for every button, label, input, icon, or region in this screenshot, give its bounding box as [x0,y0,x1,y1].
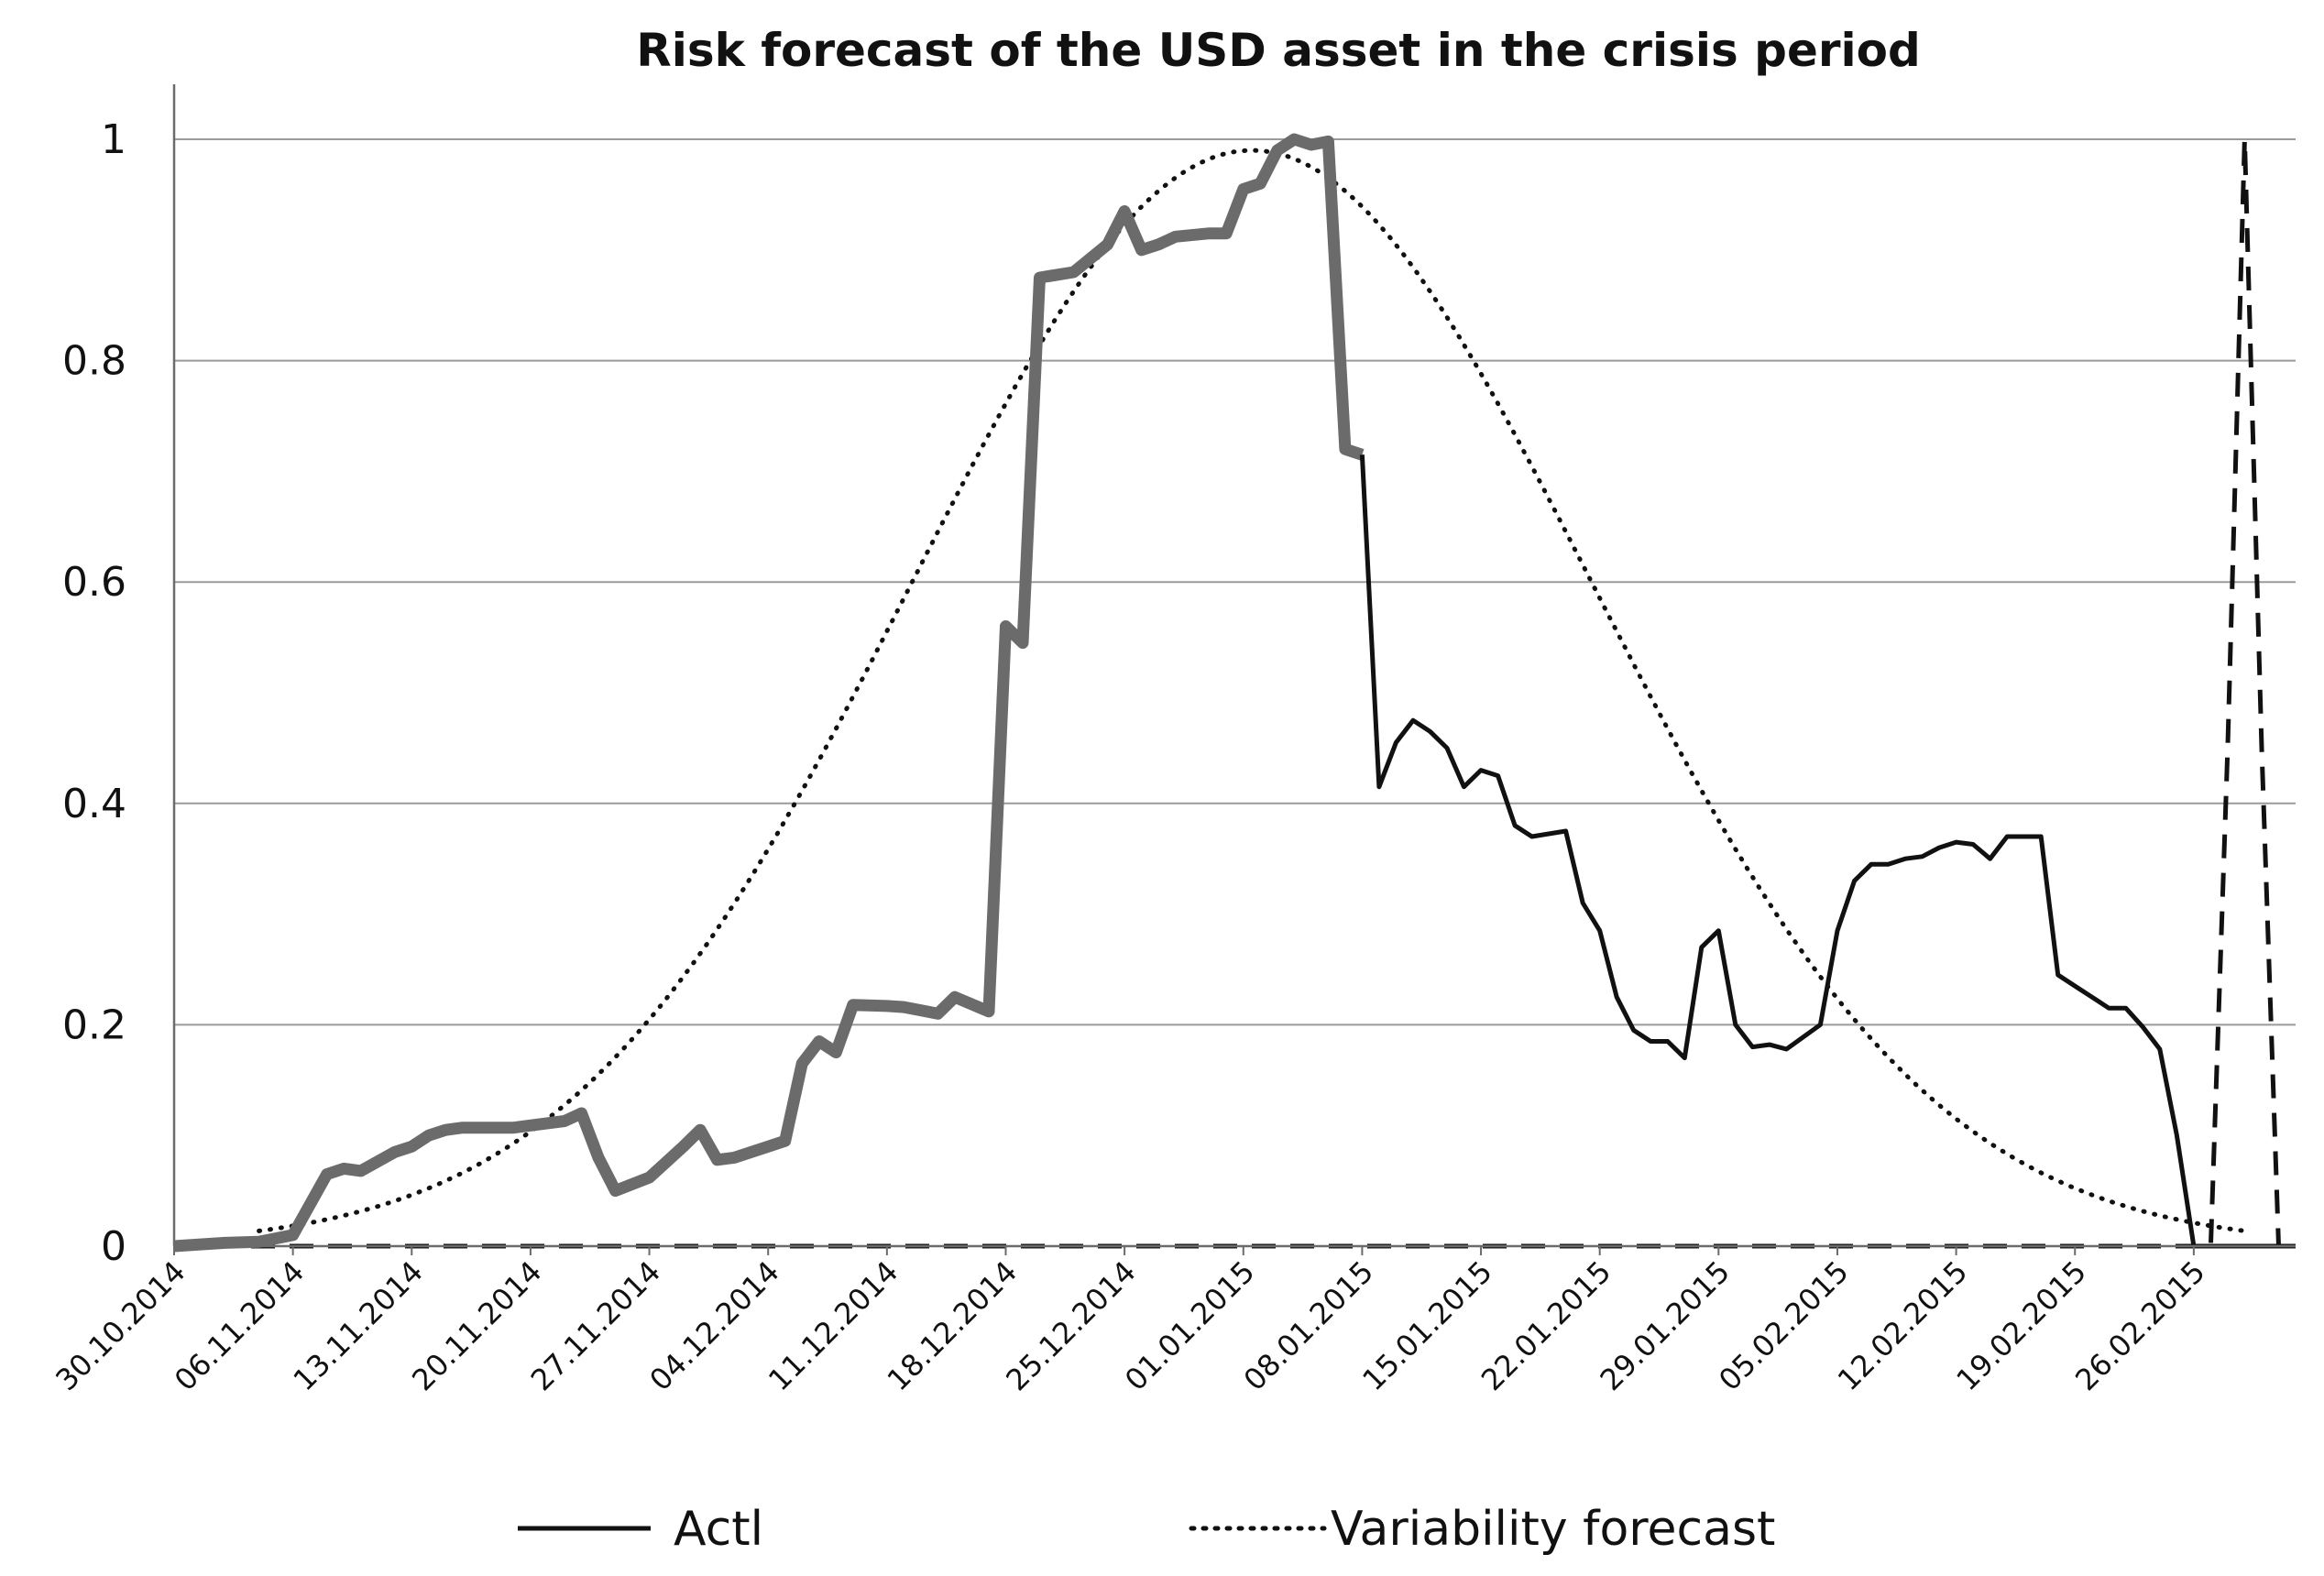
legend-label-actl: Actl [674,1502,763,1557]
y-tick-label: 1 [101,116,126,163]
y-tick-label: 0.6 [62,559,126,606]
grid-layer [174,138,2296,1026]
y-tick-label: 0.8 [62,338,126,385]
y-tick-label: 0 [101,1223,126,1270]
series-actl [1359,454,2296,1249]
legend: Actl Variability forecast [518,1502,1775,1557]
series-variability-forecast [257,148,2247,1233]
y-tick-label: 0.2 [62,1001,126,1048]
x-tick-label: 26.02.2015 [2068,1254,2211,1397]
series-layer [173,133,2296,1253]
chart-title: Risk forecast of the USD asset in the cr… [636,24,1921,77]
series-actl-highlight [173,133,1365,1253]
axis-layer: 00.20.40.60.8130.10.201406.11.201413.11.… [49,84,2296,1397]
series-dashed [174,138,2296,1249]
legend-label-variability-forecast: Variability forecast [1331,1502,1775,1557]
y-tick-label: 0.4 [62,781,126,827]
